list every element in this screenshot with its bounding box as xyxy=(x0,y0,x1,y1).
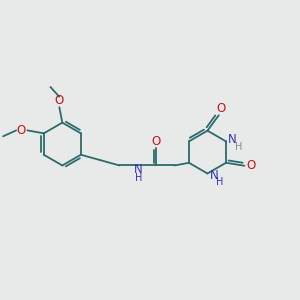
Text: O: O xyxy=(246,159,256,172)
Text: O: O xyxy=(217,102,226,115)
Text: H: H xyxy=(216,177,224,188)
Text: O: O xyxy=(16,124,26,137)
Text: N: N xyxy=(228,134,237,146)
Text: O: O xyxy=(152,135,161,148)
Text: H: H xyxy=(135,173,142,183)
Text: O: O xyxy=(55,94,64,107)
Text: H: H xyxy=(235,142,242,152)
Text: N: N xyxy=(210,169,218,182)
Text: N: N xyxy=(134,163,143,176)
